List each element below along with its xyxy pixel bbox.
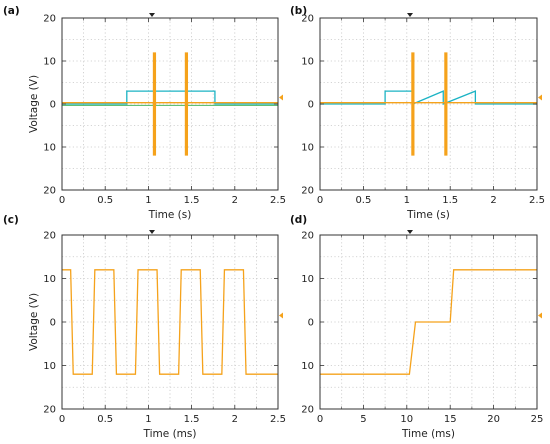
- panel-d: (d) 0 5 10 15 20 25 20 10 0 10 20 Time (ms): [290, 214, 543, 440]
- series-line-cyan: [320, 90, 537, 105]
- series-line-orange: [320, 269, 537, 375]
- x-tick-label: 5: [360, 414, 366, 425]
- y-tick-label: 10: [43, 143, 56, 154]
- x-tick-label: 1: [145, 414, 151, 425]
- x-tick-label: 20: [487, 414, 500, 425]
- panel-label: (b): [290, 5, 307, 17]
- x-tick-label: 25: [531, 414, 544, 425]
- x-tick-label: 0: [59, 414, 65, 425]
- y-tick-label: 20: [43, 405, 56, 416]
- x-tick-label: 1: [145, 195, 151, 206]
- y-tick-label: 10: [301, 57, 314, 68]
- x-axis-label: Time (s): [148, 209, 192, 221]
- y-tick-label: 10: [43, 57, 56, 68]
- level-marker-icon: [538, 312, 542, 319]
- x-tick-label: 0: [59, 195, 65, 206]
- y-tick-label: 20: [43, 231, 56, 242]
- y-tick-label: 10: [43, 361, 56, 372]
- x-tick-label: 0.5: [97, 414, 113, 425]
- y-tick-label: 10: [301, 143, 314, 154]
- panel-label: (c): [3, 214, 19, 226]
- y-tick-label: 10: [301, 361, 314, 372]
- x-tick-label: 0: [317, 195, 323, 206]
- x-tick-label: 2: [232, 414, 238, 425]
- panel-b: (b) 0 0.5 1 1.5 2 2.5 20 10 0 10 20 Time (s): [290, 5, 545, 221]
- y-tick-label: 20: [301, 231, 314, 242]
- panel-label: (a): [3, 5, 20, 17]
- y-axis-label: Voltage (V): [28, 75, 40, 133]
- x-tick-label: 1.5: [442, 195, 458, 206]
- y-tick-label: 10: [301, 274, 314, 285]
- trigger-marker-icon: [149, 230, 155, 234]
- panel-label: (d): [290, 214, 307, 226]
- y-tick-label: 20: [301, 14, 314, 25]
- trigger-marker-icon: [407, 230, 413, 234]
- x-axis-label: Time (ms): [143, 428, 197, 440]
- y-tick-label: 0: [50, 318, 56, 329]
- y-tick-label: 20: [43, 14, 56, 25]
- series-line-orange: [62, 269, 278, 375]
- x-tick-label: 2: [232, 195, 238, 206]
- x-tick-label: 2.5: [270, 414, 286, 425]
- x-tick-label: 0.5: [355, 195, 371, 206]
- trigger-marker-icon: [149, 13, 155, 17]
- y-tick-label: 20: [301, 186, 314, 197]
- x-axis-label: Time (ms): [401, 428, 455, 440]
- x-tick-label: 0.5: [97, 195, 113, 206]
- x-tick-label: 2.5: [529, 195, 545, 206]
- y-tick-label: 0: [308, 318, 314, 329]
- x-tick-label: 1.5: [184, 195, 200, 206]
- x-tick-label: 10: [400, 414, 413, 425]
- series-line-cyan: [62, 90, 278, 105]
- x-tick-label: 0: [317, 414, 323, 425]
- panel-c: (c) 0 0.5 1 1.5 2 2.5 20 10 0 10 20 Time (ms) Voltage…: [3, 214, 286, 440]
- level-marker-icon: [279, 312, 283, 319]
- x-tick-label: 2.5: [270, 195, 286, 206]
- y-tick-label: 10: [43, 274, 56, 285]
- level-marker-icon: [538, 94, 542, 101]
- trigger-marker-icon: [407, 13, 413, 17]
- y-tick-label: 20: [43, 186, 56, 197]
- y-tick-label: 0: [50, 100, 56, 111]
- y-axis-label: Voltage (V): [28, 293, 40, 351]
- x-tick-label: 1.5: [184, 414, 200, 425]
- y-tick-label: 20: [301, 405, 314, 416]
- x-axis-label: Time (s): [406, 209, 450, 221]
- y-tick-label: 0: [308, 100, 314, 111]
- x-tick-label: 2: [490, 195, 496, 206]
- panel-a: (a) 0 0.5 1 1.5 2 2.5 20 10 0 10 20 Time (s) Voltage …: [3, 5, 286, 221]
- level-marker-icon: [279, 94, 283, 101]
- x-tick-label: 15: [444, 414, 457, 425]
- x-tick-label: 1: [404, 195, 410, 206]
